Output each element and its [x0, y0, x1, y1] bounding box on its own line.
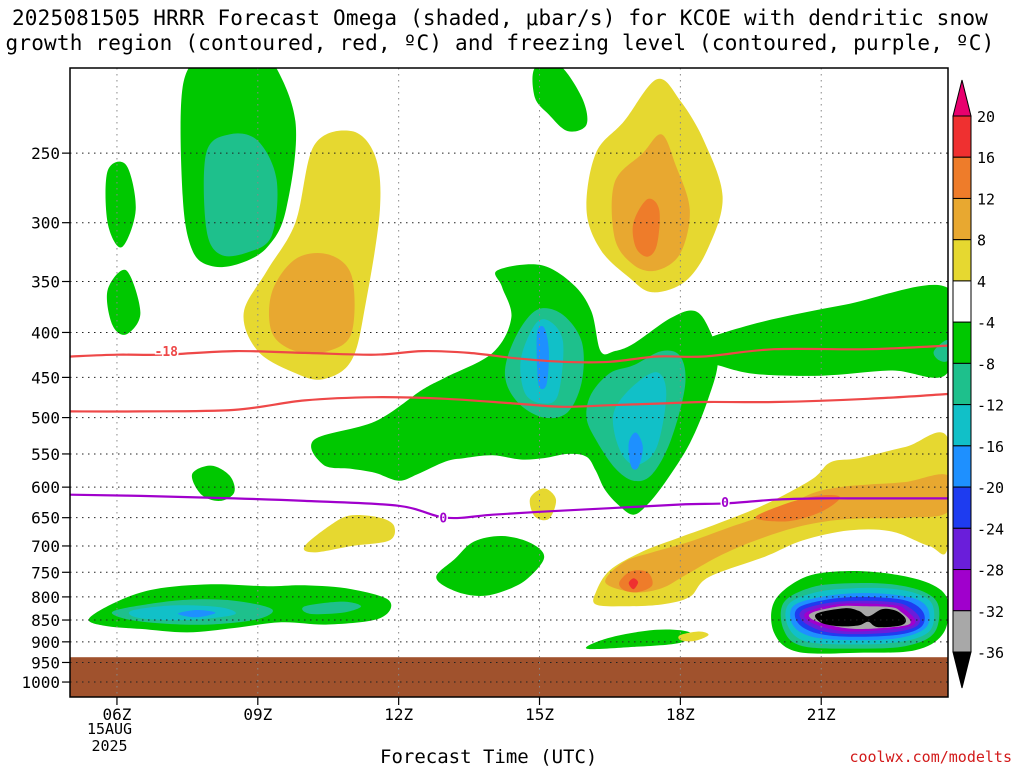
- colorbar-label-2: 12: [977, 190, 995, 208]
- colorbar-label-5: -4: [977, 314, 995, 332]
- omega-region-41: [628, 578, 639, 590]
- y-tick-label-700: 700: [31, 537, 60, 556]
- y-tick-label-550: 550: [31, 445, 60, 464]
- x-tick-label-12: 12Z: [384, 705, 413, 724]
- y-tick-label-450: 450: [31, 368, 60, 387]
- contour-labels: -18 0 0: [153, 344, 731, 529]
- contour-label-1: 0: [439, 512, 447, 527]
- colorbar-label-4: 4: [977, 273, 986, 291]
- omega-region-37: [529, 488, 557, 521]
- colorbar-label-6: -8: [977, 355, 995, 373]
- omega-region-5: [191, 465, 235, 501]
- colorbar-box-5: [952, 321, 972, 364]
- contour-line-2: [70, 493, 948, 520]
- x-axis: 06Z 09Z 12Z 15Z 18Z 21Z: [102, 697, 836, 724]
- x-date-year: 2025: [91, 737, 128, 755]
- y-tick-label-850: 850: [31, 611, 60, 630]
- colorbar-label-7: -12: [977, 397, 1004, 415]
- y-tick-label-650: 650: [31, 509, 60, 528]
- omega-region-42: [755, 495, 841, 522]
- omega-shading: [88, 68, 948, 654]
- x-axis-label: Forecast Time (UTC): [380, 746, 598, 768]
- colorbar-label-12: -32: [977, 603, 1004, 621]
- colorbar-box-11: [952, 569, 972, 612]
- contour-lines: [70, 344, 948, 520]
- omega-region-20: [302, 601, 362, 615]
- x-tick-label-6: 06Z: [102, 705, 131, 724]
- omega-region-3: [203, 133, 278, 257]
- y-tick-label-350: 350: [31, 273, 60, 292]
- colorbar-label-9: -20: [977, 479, 1004, 497]
- plot-frame: [69, 67, 949, 698]
- y-tick-label-950: 950: [31, 653, 60, 672]
- omega-region-4: [532, 68, 588, 132]
- omega-region-36: [303, 515, 396, 553]
- colorbar-box-8: [952, 445, 972, 488]
- x-tick-label-21: 21Z: [807, 705, 836, 724]
- y-tick-label-600: 600: [31, 478, 60, 497]
- omega-region-30: [815, 608, 906, 628]
- colorbar-label-13: -36: [977, 644, 1004, 662]
- contour-label-2: 0: [721, 496, 729, 511]
- colorbar-label-8: -16: [977, 438, 1004, 456]
- y-tick-label-500: 500: [31, 409, 60, 428]
- x-tick-label-9: 09Z: [243, 705, 272, 724]
- colorbar-box-1: [952, 156, 972, 199]
- y-tick-label-800: 800: [31, 588, 60, 607]
- title-line-1: 2025081505 HRRR Forecast Omega (shaded, …: [11, 6, 989, 30]
- colorbar-label-10: -24: [977, 520, 1004, 538]
- colorbar-label-11: -28: [977, 562, 1004, 580]
- y-tick-label-750: 750: [31, 563, 60, 582]
- y-tick-label-400: 400: [31, 323, 60, 342]
- contour-line-0: [70, 344, 948, 364]
- colorbar-box-9: [952, 486, 972, 529]
- colorbar-label-3: 8: [977, 232, 986, 250]
- omega-region-43: [678, 631, 709, 642]
- colorbar: 20 16 12 8 4 -4 -8 -12 -16 -20 -24 -28 -32 -36: [952, 79, 1004, 689]
- y-axis: 250 300 350 400 450 500 550 600 650 700 750 800 850 9…: [21, 144, 70, 692]
- colorbar-label-1: 16: [977, 149, 995, 167]
- omega-region-1: [106, 269, 141, 335]
- contour-label-0: -18: [155, 345, 179, 360]
- colorbar-box-4: [952, 280, 972, 323]
- ground-fill: [70, 657, 948, 697]
- colorbar-box-2: [952, 197, 972, 241]
- title-line-2: growth region (contoured, red, ºC) and f…: [5, 31, 995, 55]
- x-tick-label-18: 18Z: [666, 705, 695, 724]
- colorbar-arrow-bottom: [952, 651, 972, 689]
- colorbar-box-0: [952, 115, 972, 158]
- omega-region-12: [628, 432, 643, 470]
- y-tick-label-300: 300: [31, 214, 60, 233]
- colorbar-label-0: 20: [977, 108, 995, 126]
- x-date-label: 15AUG 2025: [87, 721, 132, 755]
- omega-region-35: [632, 198, 660, 257]
- omega-region-32: [268, 252, 355, 354]
- omega-region-11: [612, 372, 667, 466]
- colorbar-box-12: [952, 610, 972, 653]
- omega-region-13: [681, 284, 948, 378]
- y-tick-label-900: 900: [31, 633, 60, 652]
- gridlines: [70, 68, 948, 697]
- colorbar-box-3: [952, 239, 972, 282]
- colorbar-box-6: [952, 362, 972, 406]
- colorbar-arrow-top: [952, 79, 972, 117]
- omega-region-21: [585, 629, 692, 650]
- colorbar-box-7: [952, 404, 972, 447]
- omega-region-9: [536, 325, 549, 390]
- y-tick-label-250: 250: [31, 144, 60, 163]
- credit-link[interactable]: coolwx.com/modelts: [849, 748, 1012, 766]
- x-date-day: 15AUG: [86, 720, 133, 738]
- omega-region-39: [605, 474, 948, 593]
- omega-region-0: [105, 161, 136, 248]
- omega-region-15: [436, 535, 545, 596]
- x-tick-label-15: 15Z: [525, 705, 554, 724]
- y-tick-label-1000: 1000: [21, 673, 60, 692]
- colorbar-box-10: [952, 527, 972, 571]
- contour-line-1: [70, 392, 948, 413]
- chart-title: 2025081505 HRRR Forecast Omega (shaded, …: [0, 6, 1000, 56]
- omega-region-19: [178, 609, 216, 618]
